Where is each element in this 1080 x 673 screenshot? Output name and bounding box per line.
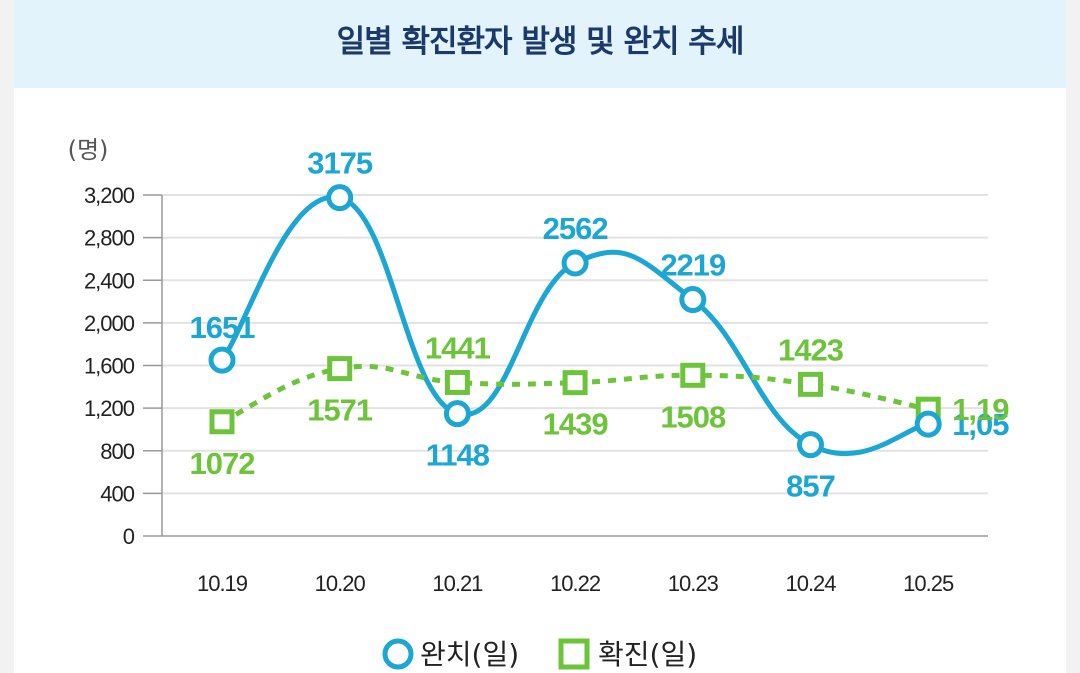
legend-marker-confirmed-icon (558, 638, 590, 670)
data-label-recovered: 2219 (660, 248, 726, 283)
data-label-recovered: 2562 (543, 211, 608, 246)
data-label-recovered: 3175 (307, 146, 373, 181)
x-tick-labels: 10.19 10.20 10.21 10.22 10.23 10.24 10.25 (197, 571, 955, 596)
data-label-confirmed: 1439 (543, 407, 609, 442)
marker-recovered (797, 431, 824, 459)
marker-confirmed (209, 409, 235, 435)
data-label-recovered: 1148 (426, 438, 490, 473)
y-tick-label: 0 (123, 524, 135, 549)
y-tick-label: 1,200 (84, 396, 135, 421)
y-tick-label: 1,600 (84, 354, 135, 379)
y-tick-label: 2,000 (84, 311, 135, 336)
y-tick-label: 800 (100, 439, 134, 464)
legend-label-recovered: 완치(일) (420, 638, 519, 671)
data-labels: 1651 3175 1148 2562 2219 857 1,05 1072 1571 1441 1… (190, 146, 1011, 504)
marker-confirmed (680, 362, 706, 388)
data-label-confirmed: 1441 (425, 330, 491, 365)
marker-recovered (208, 346, 236, 374)
x-tick-label: 10.21 (432, 571, 483, 596)
gridlines (143, 194, 988, 537)
x-tick-label: 10.23 (668, 571, 719, 596)
data-label-confirmed: 1423 (778, 332, 844, 367)
marker-confirmed (562, 370, 588, 396)
data-label-confirmed: 1,19 (952, 392, 1009, 427)
y-tick-label: 400 (100, 481, 134, 506)
chart-title: 일별 확진환자 발생 및 완치 추세 (336, 23, 745, 60)
marker-confirmed (327, 356, 353, 382)
x-tick-label: 10.22 (550, 571, 601, 596)
data-label-recovered: 857 (786, 469, 835, 504)
marker-confirmed (444, 369, 470, 395)
y-tick-label: 2,400 (84, 268, 135, 293)
x-tick-label: 10.25 (903, 571, 954, 596)
data-label-recovered: 1,05 (952, 407, 1009, 442)
data-label-confirmed: 1571 (307, 393, 373, 428)
axes (161, 195, 988, 537)
marker-recovered (561, 249, 589, 277)
y-tick-labels: 0 400 800 1,200 1,600 2,000 2,400 2,800 3,200 (84, 183, 136, 549)
legend-marker-recovered-icon (382, 638, 414, 670)
series-markers (208, 184, 942, 459)
x-tick-label: 10.19 (197, 571, 248, 596)
x-tick-label: 10.20 (315, 571, 366, 596)
marker-recovered (326, 184, 354, 212)
marker-recovered (679, 286, 707, 314)
y-tick-label: 2,800 (84, 226, 135, 251)
chart-card (14, 0, 1066, 673)
legend: 완치(일) 확진(일) (382, 638, 697, 671)
marker-recovered (443, 400, 471, 428)
marker-confirmed (798, 371, 823, 397)
marker-recovered (914, 410, 942, 438)
title-bar: 일별 확진환자 발생 및 완치 추세 (14, 0, 1066, 88)
data-label-recovered: 1651 (190, 310, 256, 345)
y-unit-label: (명) (68, 136, 109, 164)
x-tick-label: 10.24 (785, 571, 836, 596)
y-tick-label: 3,200 (84, 183, 135, 208)
legend-label-confirmed: 확진(일) (598, 638, 697, 671)
data-label-confirmed: 1508 (660, 399, 726, 434)
data-label-confirmed: 1072 (190, 446, 255, 481)
